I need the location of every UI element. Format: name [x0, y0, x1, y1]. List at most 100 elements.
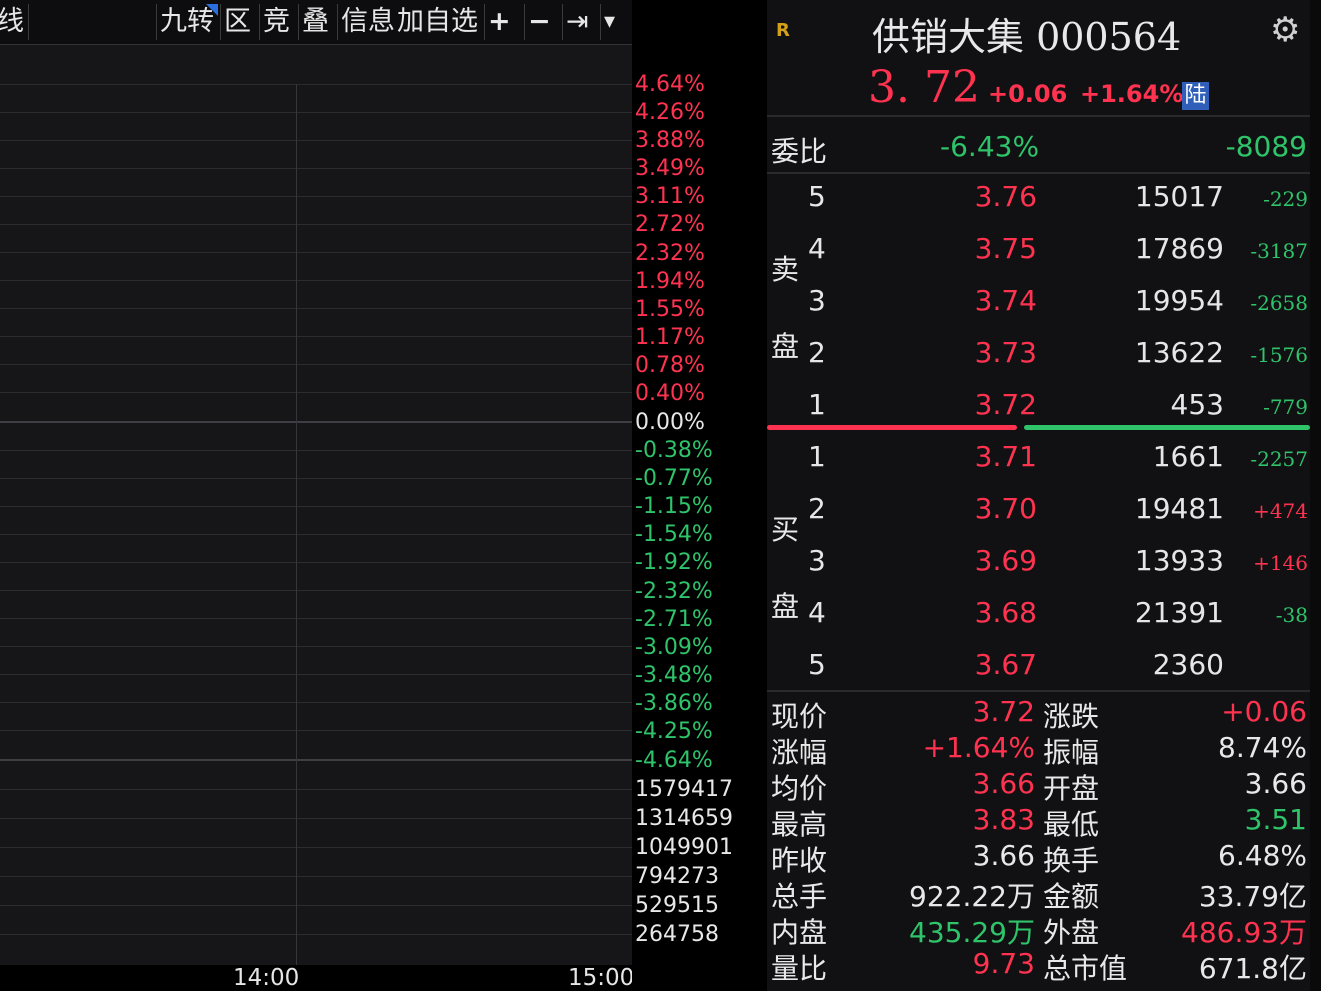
- time-label-1400: 14:00: [233, 965, 300, 991]
- price-change-pct: +1.64%: [1080, 80, 1184, 108]
- stats-row: 总手 922.22万 金额 33.79亿: [771, 880, 1307, 913]
- bid-row[interactable]: 4 3.68 21391 -38: [808, 596, 1308, 629]
- price-change: +0.06: [988, 80, 1068, 108]
- y-label-vol: 529515: [635, 893, 719, 918]
- zoom-out-icon[interactable]: −: [524, 4, 554, 40]
- y-label-pct: 2.32%: [635, 241, 705, 266]
- bid-price: 3.68: [974, 596, 1037, 629]
- stats-row: 最高 3.83 最低 3.51: [771, 803, 1307, 841]
- y-label-pct: -1.54%: [635, 522, 713, 547]
- sell-side-label: 卖: [771, 253, 800, 286]
- buy-side-label: 买: [771, 513, 800, 546]
- y-label-pct: 1.55%: [635, 297, 705, 322]
- y-label-pct: 1.94%: [635, 269, 705, 294]
- ask-row[interactable]: 5 3.76 15017 -229: [808, 180, 1308, 213]
- toolbar-tab-cut[interactable]: 线: [0, 6, 24, 37]
- bid-price: 3.71: [974, 440, 1037, 473]
- y-label-pct: -3.09%: [635, 635, 713, 660]
- ask-row[interactable]: 2 3.73 13622 -1576: [808, 336, 1308, 369]
- zoom-in-icon[interactable]: +: [484, 4, 514, 40]
- bid-row[interactable]: 3 3.69 13933 +146: [808, 544, 1308, 577]
- ask-volume-change: -3187: [1250, 239, 1308, 263]
- y-label-vol: 264758: [635, 922, 719, 947]
- hk-connect-badge: 陆: [1182, 82, 1209, 110]
- ask-volume-change: -2658: [1250, 291, 1308, 315]
- bid-row[interactable]: 5 3.67 2360: [808, 648, 1224, 681]
- quote-panel: [767, 0, 1310, 991]
- toolbar-spacer: [28, 4, 157, 40]
- time-label-1500: 15:00: [568, 965, 635, 991]
- chart-toolbar: 线 九转 区 竞 叠 信息 加自选 + − ⇥ ▾: [0, 0, 632, 45]
- ask-volume-change: -229: [1263, 187, 1308, 211]
- bid-row[interactable]: 2 3.70 19481 +474: [808, 492, 1308, 525]
- toolbar-add-watchlist-button[interactable]: 加自选: [397, 6, 478, 37]
- y-label-pct: 4.26%: [635, 100, 705, 125]
- stats-row: 现价 3.72 涨跌 +0.06: [771, 695, 1307, 733]
- bid-volume: 13933: [1134, 544, 1224, 577]
- toolbar-jing-button[interactable]: 竞: [259, 4, 293, 40]
- y-label-pct: -1.15%: [635, 494, 713, 519]
- bid-volume-change: +146: [1253, 551, 1308, 575]
- stats-row: 涨幅 +1.64% 振幅 8.74%: [771, 731, 1307, 769]
- bid-price: 3.70: [974, 492, 1037, 525]
- ask-row[interactable]: 3 3.74 19954 -2658: [808, 284, 1308, 317]
- last-price: 3. 72: [868, 62, 980, 113]
- bid-volume-change: -38: [1275, 603, 1308, 627]
- corner-marker-icon: [206, 4, 218, 16]
- bid-volume: 1661: [1152, 440, 1224, 473]
- y-label-pct: 2.72%: [635, 212, 705, 237]
- bid-pressure-bar: [1024, 425, 1310, 430]
- y-axis: 4.64% 4.26% 3.88% 3.49% 3.11% 2.72% 2.32…: [632, 0, 766, 991]
- stats-row: 量比 9.73 总市值 671.8亿: [771, 947, 1307, 985]
- ask-volume: 15017: [1134, 180, 1224, 213]
- ask-pressure-bar: [767, 425, 1017, 430]
- y-label-vol: 794273: [635, 864, 719, 889]
- toolbar-jiuzhuan-button[interactable]: 九转: [156, 4, 217, 40]
- ask-volume: 453: [1170, 388, 1224, 421]
- ask-price: 3.72: [974, 388, 1037, 421]
- y-label-pct: -3.86%: [635, 691, 713, 716]
- y-label-pct: -3.48%: [635, 663, 713, 688]
- stock-name-code: 供销大集 000564: [872, 15, 1182, 59]
- webi-label: 委比: [771, 135, 828, 168]
- bid-volume-change: -2257: [1250, 447, 1308, 471]
- y-label-pct: -4.25%: [635, 719, 713, 744]
- webi-value: -8089: [1225, 130, 1307, 163]
- bid-volume: 21391: [1134, 596, 1224, 629]
- y-label-pct: 1.17%: [635, 325, 705, 350]
- buy-side-label: 盘: [771, 590, 800, 623]
- ask-price: 3.74: [974, 284, 1037, 317]
- stats-row: 昨收 3.66 换手 6.48%: [771, 839, 1307, 877]
- bid-price: 3.69: [974, 544, 1037, 577]
- y-label-pct: 3.11%: [635, 184, 705, 209]
- y-label-pct: 0.00%: [635, 410, 705, 435]
- y-label-pct: -0.38%: [635, 438, 713, 463]
- y-label-pct: 4.64%: [635, 72, 705, 97]
- ask-volume: 19954: [1134, 284, 1224, 317]
- toolbar-qu-button[interactable]: 区: [220, 4, 254, 40]
- ask-price: 3.75: [974, 232, 1037, 265]
- stats-row: 内盘 435.29万 外盘 486.93万: [771, 916, 1307, 949]
- intraday-chart[interactable]: [0, 45, 632, 965]
- ask-row[interactable]: 1 3.72 453 -779: [808, 388, 1308, 421]
- bid-price: 3.67: [974, 648, 1037, 681]
- y-label-vol: 1049901: [635, 835, 733, 860]
- y-label-vol: 1314659: [635, 806, 733, 831]
- y-label-pct: 3.49%: [635, 156, 705, 181]
- ask-volume-change: -1576: [1250, 343, 1308, 367]
- toolbar-info-button[interactable]: 信息: [337, 4, 398, 40]
- toolbar-overlay-button[interactable]: 叠: [298, 4, 332, 40]
- dropdown-chevron-icon[interactable]: ▾: [600, 4, 632, 40]
- bid-row[interactable]: 1 3.71 1661 -2257: [808, 440, 1308, 473]
- y-label-pct: 3.88%: [635, 128, 705, 153]
- jump-end-icon[interactable]: ⇥: [562, 4, 592, 40]
- y-label-pct: -1.92%: [635, 550, 713, 575]
- y-label-pct: -2.71%: [635, 607, 713, 632]
- ask-row[interactable]: 4 3.75 17869 -3187: [808, 232, 1308, 265]
- stats-row: 均价 3.66 开盘 3.66: [771, 767, 1307, 805]
- bid-volume: 19481: [1134, 492, 1224, 525]
- gear-icon[interactable]: ⚙: [1270, 10, 1301, 50]
- y-label-pct: -0.77%: [635, 466, 713, 491]
- y-label-vol: 1579417: [635, 777, 733, 802]
- rzrq-badge: R: [776, 20, 790, 41]
